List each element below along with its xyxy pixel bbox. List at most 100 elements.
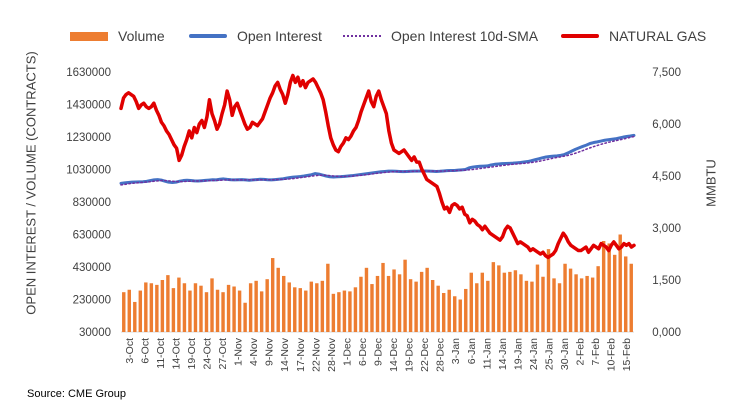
y-tick-label-right: 0,000 — [652, 327, 681, 339]
x-tick-label: 27-Oct — [217, 338, 229, 370]
volume-bar — [430, 280, 435, 332]
volume-bar — [210, 278, 214, 332]
volume-bar — [276, 267, 280, 332]
y-tick-label-left: 1230000 — [66, 132, 111, 144]
volume-bar — [414, 281, 418, 332]
volume-bar — [546, 249, 551, 332]
volume-bar — [508, 271, 512, 332]
volume-bar — [226, 284, 231, 332]
volume-bar — [254, 280, 258, 332]
x-tick-label: 28-Dec — [435, 338, 447, 372]
volume-bar — [204, 292, 209, 332]
legend-label-volume: Volume — [118, 28, 165, 44]
x-tick-label: 14-Nov — [279, 337, 291, 372]
volume-bar — [133, 301, 137, 332]
volume-bar — [568, 268, 573, 332]
volume-bar — [182, 283, 187, 332]
y-tick-label-left: 430000 — [73, 262, 111, 274]
x-tick-label: 1-Nov — [233, 337, 245, 366]
y-tick-label-left: 1030000 — [66, 165, 111, 177]
x-tick-label: 19-Jan — [512, 338, 524, 370]
volume-bar — [557, 283, 562, 332]
volume-bar — [282, 275, 286, 332]
volume-bar — [458, 299, 462, 332]
x-tick-label: 19-Oct — [186, 338, 198, 370]
volume-bar — [403, 259, 407, 332]
volume-bar — [326, 263, 330, 332]
x-tick-label: 25-Jan — [544, 338, 556, 370]
legend-swatch-natural-gas — [561, 34, 599, 38]
series-line-open-interest — [119, 133, 636, 185]
volume-bar — [386, 275, 391, 332]
volume-bar — [171, 288, 176, 332]
volume-bar — [453, 296, 457, 332]
chart-legend: Volume Open Interest Open Interest 10d-S… — [0, 28, 742, 50]
volume-bar — [596, 266, 600, 332]
y-axis-title-left: OPEN INTEREST / VOLUME (CONTRACTS) — [23, 51, 39, 315]
volume-bar — [270, 258, 275, 332]
volume-bar — [348, 291, 352, 332]
x-tick-label: 15-Feb — [621, 338, 633, 371]
legend-label-oi-sma: Open Interest 10d-SMA — [391, 28, 539, 44]
volume-bar — [491, 262, 496, 332]
volume-bar — [259, 291, 264, 332]
y-axis-title-right: MMBTU — [703, 159, 719, 207]
y-tick-label-right: 3,000 — [652, 223, 681, 235]
volume-bar — [243, 302, 247, 332]
volume-bar — [397, 274, 402, 332]
x-tick-label: 4-Nov — [248, 337, 260, 366]
volume-bar — [232, 286, 236, 332]
volume-bar — [436, 285, 440, 332]
volume-bar — [248, 283, 253, 332]
volume-bars — [122, 234, 633, 332]
x-tick-label: 1-Dec — [341, 338, 353, 366]
volume-bar — [237, 290, 242, 332]
volume-bar — [221, 292, 225, 332]
volume-bar — [601, 241, 606, 332]
x-tick-label: 6-Dec — [357, 338, 369, 366]
volume-bar — [447, 289, 451, 332]
x-tick-label: 24-Oct — [202, 338, 214, 370]
volume-bar — [166, 275, 170, 332]
volume-bar — [469, 272, 473, 332]
y-tick-label-right: 1,500 — [652, 275, 681, 287]
volume-bar — [215, 289, 220, 332]
x-tick-label: 14-Jan — [497, 338, 509, 370]
x-tick-label: 22-Dec — [419, 338, 431, 372]
legend-item-natural-gas: NATURAL GAS — [561, 28, 706, 44]
volume-bar — [298, 288, 302, 332]
x-tick-label: 9-Nov — [264, 337, 276, 366]
volume-bar — [513, 270, 518, 332]
volume-bar — [138, 290, 143, 332]
legend-swatch-oi-sma — [343, 35, 381, 37]
x-tick-label: 3-Oct — [124, 338, 136, 364]
volume-bar — [408, 279, 413, 332]
y-tick-label-right: 7,500 — [652, 67, 681, 79]
volume-bar — [497, 265, 501, 332]
x-tick-label: 14-Oct — [170, 338, 182, 370]
x-tick-label: 22-Nov — [310, 337, 322, 372]
volume-bar — [155, 284, 159, 332]
volume-bar — [425, 267, 429, 332]
volume-bar — [475, 283, 479, 332]
volume-bar — [337, 292, 341, 332]
volume-bar — [441, 293, 446, 332]
volume-bar — [160, 280, 165, 332]
y-tick-label-left: 630000 — [73, 230, 111, 242]
volume-bar — [342, 290, 347, 332]
x-tick-label: 30-Jan — [559, 338, 571, 370]
legend-swatch-volume — [70, 31, 108, 41]
volume-bar — [607, 243, 611, 332]
x-tick-label: 17-Nov — [295, 337, 307, 372]
volume-bar — [315, 283, 319, 332]
volume-bar — [590, 277, 595, 332]
volume-bar — [320, 280, 325, 332]
y-tick-label-left: 30000 — [79, 327, 111, 339]
volume-bar — [541, 276, 545, 332]
volume-bar — [370, 284, 374, 332]
volume-bar — [359, 276, 363, 332]
volume-bar — [381, 262, 385, 332]
volume-bar — [287, 282, 291, 332]
volume-bar — [193, 283, 198, 332]
